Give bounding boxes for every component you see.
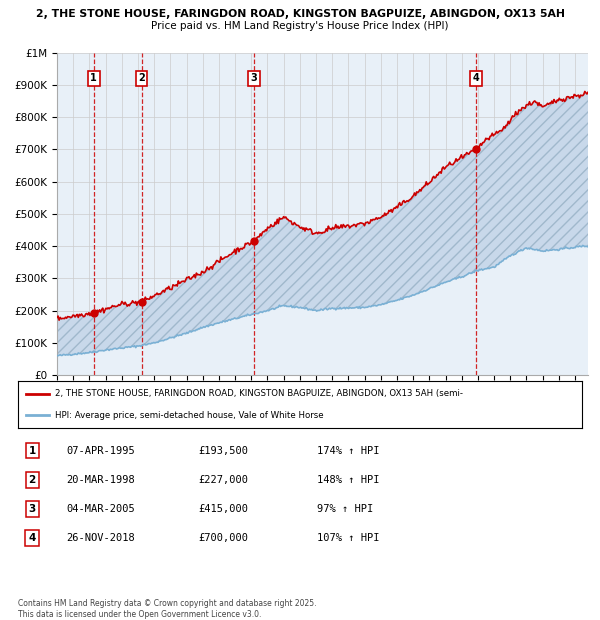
Text: 174% ↑ HPI: 174% ↑ HPI — [317, 446, 379, 456]
Text: 1: 1 — [91, 74, 97, 84]
Text: 4: 4 — [473, 74, 479, 84]
Text: 4: 4 — [28, 533, 36, 543]
Text: £193,500: £193,500 — [199, 446, 248, 456]
Text: 97% ↑ HPI: 97% ↑ HPI — [317, 504, 373, 514]
Text: 148% ↑ HPI: 148% ↑ HPI — [317, 475, 379, 485]
Text: 3: 3 — [251, 74, 257, 84]
Text: Contains HM Land Registry data © Crown copyright and database right 2025.
This d: Contains HM Land Registry data © Crown c… — [18, 600, 317, 619]
Text: 2, THE STONE HOUSE, FARINGDON ROAD, KINGSTON BAGPUIZE, ABINGDON, OX13 5AH (semi-: 2, THE STONE HOUSE, FARINGDON ROAD, KING… — [55, 389, 463, 399]
Text: 2, THE STONE HOUSE, FARINGDON ROAD, KINGSTON BAGPUIZE, ABINGDON, OX13 5AH: 2, THE STONE HOUSE, FARINGDON ROAD, KING… — [35, 9, 565, 19]
Text: £415,000: £415,000 — [199, 504, 248, 514]
Text: HPI: Average price, semi-detached house, Vale of White Horse: HPI: Average price, semi-detached house,… — [55, 410, 323, 420]
Text: 26-NOV-2018: 26-NOV-2018 — [66, 533, 134, 543]
Text: £700,000: £700,000 — [199, 533, 248, 543]
Text: £227,000: £227,000 — [199, 475, 248, 485]
Text: 107% ↑ HPI: 107% ↑ HPI — [317, 533, 379, 543]
Text: 3: 3 — [28, 504, 36, 514]
Text: 20-MAR-1998: 20-MAR-1998 — [66, 475, 134, 485]
Text: 2: 2 — [138, 74, 145, 84]
Text: 04-MAR-2005: 04-MAR-2005 — [66, 504, 134, 514]
Text: Price paid vs. HM Land Registry's House Price Index (HPI): Price paid vs. HM Land Registry's House … — [151, 21, 449, 31]
Text: 07-APR-1995: 07-APR-1995 — [66, 446, 134, 456]
Text: 1: 1 — [28, 446, 36, 456]
Text: 2: 2 — [28, 475, 36, 485]
